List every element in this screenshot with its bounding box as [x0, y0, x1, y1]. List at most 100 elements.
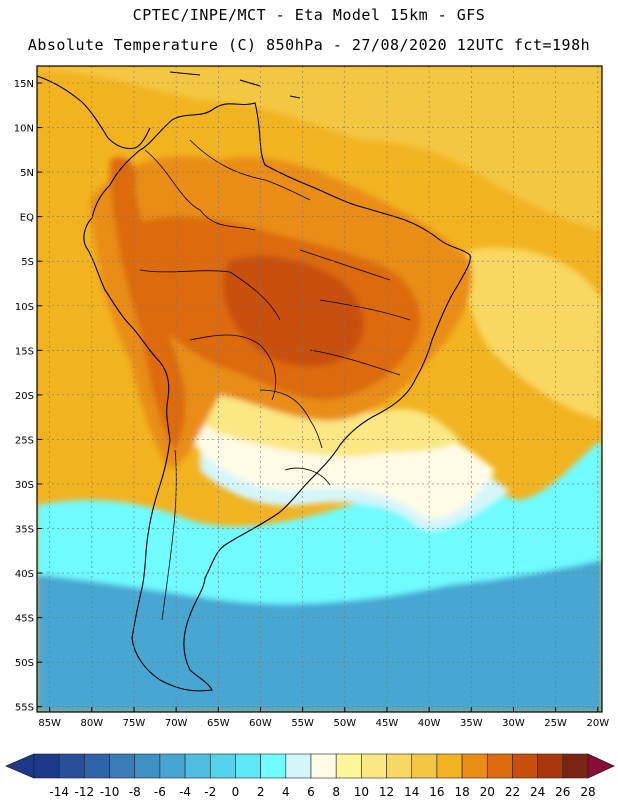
- lon-label: 50W: [333, 718, 356, 729]
- lon-label: 60W: [249, 718, 272, 729]
- lon-label: 35W: [460, 718, 483, 729]
- lon-label: 30W: [502, 718, 525, 729]
- colorbar-swatch: [537, 753, 564, 779]
- border-paraguay: [259, 389, 323, 449]
- lon-label: 25W: [544, 718, 567, 729]
- colorbar-label: -14: [49, 785, 69, 799]
- lat-label: 5N: [20, 168, 34, 179]
- border-peru-brazil: [139, 269, 281, 321]
- lon-label: 55W: [291, 718, 314, 729]
- chart-title-line2: Absolute Temperature (C) 850hPa - 27/08/…: [27, 36, 591, 54]
- colorbar-swatch: [235, 753, 261, 779]
- border-argentina-chile: [161, 449, 177, 621]
- colorbar-swatch: [386, 753, 413, 779]
- lat-label: 45S: [15, 614, 34, 625]
- country-borders: [139, 139, 411, 621]
- lat-label: 15S: [15, 346, 34, 357]
- colorbar-label: -4: [179, 785, 191, 799]
- colorbar-swatch: [411, 753, 438, 779]
- lon-label: 40W: [418, 718, 441, 729]
- land-hottest: [223, 256, 364, 367]
- colorbar-swatch: [436, 753, 463, 779]
- colorbar-swatch: [486, 753, 513, 779]
- lon-label: 85W: [38, 718, 61, 729]
- longitude-labels: 85W 80W 75W 70W 65W 60W 55W 50W 45W 40W 35W 30W 25W 2…: [38, 718, 609, 729]
- colorbar-label: 16: [429, 785, 444, 799]
- colorbar-swatch: [361, 753, 387, 779]
- colorbar-label: 14: [404, 785, 419, 799]
- colorbar-swatch: [84, 753, 110, 779]
- colorbar-label: 10: [354, 785, 369, 799]
- latitude-labels: 15N 10N 5N EQ 5S 10S 15S 20S 25S 30S 35S 40S 45S 50S 5…: [14, 79, 34, 714]
- colorbar-swatch: [461, 753, 488, 779]
- colorbar-swatch: [285, 753, 312, 779]
- colorbar-swatch: [260, 753, 287, 779]
- lon-label: 20W: [586, 718, 609, 729]
- caribbean-islands: [169, 71, 301, 99]
- colorbar-label: -12: [75, 785, 95, 799]
- lat-label: 10N: [14, 124, 34, 135]
- map-frame: [36, 65, 603, 713]
- border-colombia: [144, 149, 256, 231]
- colorbar-swatch: [310, 753, 337, 779]
- lon-label: 80W: [81, 718, 104, 729]
- lat-lon-grid: [37, 66, 602, 712]
- lon-label: 45W: [376, 718, 399, 729]
- north-band: [37, 66, 602, 230]
- border-brazil-states: [299, 249, 411, 376]
- lat-label: 55S: [15, 703, 34, 714]
- colorbar-label: 18: [454, 785, 469, 799]
- lat-label: 10S: [15, 302, 34, 313]
- lat-label: 25S: [15, 435, 34, 446]
- lat-label: 50S: [15, 658, 34, 669]
- colorbar-label: 20: [480, 785, 495, 799]
- colorbar-label: -8: [129, 785, 141, 799]
- colorbar-swatch: [58, 753, 85, 779]
- lon-label: 70W: [165, 718, 188, 729]
- lat-label: EQ: [20, 213, 34, 224]
- colorbar-swatch: [184, 753, 211, 779]
- colorbar-label: -10: [100, 785, 120, 799]
- colorbar-label: 0: [232, 785, 240, 799]
- colorbar-arrow-low: [4, 753, 35, 779]
- colorbar-swatch: [335, 753, 362, 779]
- colorbar-label: 8: [332, 785, 340, 799]
- colorbar-label: 6: [307, 785, 315, 799]
- border-venezuela: [189, 139, 311, 201]
- central-america-outline: [37, 75, 151, 150]
- lat-label: 20S: [15, 391, 34, 402]
- coastlines: [37, 71, 471, 692]
- colorbar-swatch: [209, 753, 236, 779]
- colorbar-swatch: [512, 753, 538, 779]
- colorbar-label: 26: [555, 785, 570, 799]
- colorbar-swatch: [562, 753, 589, 779]
- colorbar-label: -6: [154, 785, 166, 799]
- colorbar: -14 -12 -10 -8 -6 -4 -2 0 2 4 6 8 10 12 14 16 18 20 22 24 26…: [4, 753, 615, 799]
- colorbar-label: 12: [379, 785, 394, 799]
- colorbar-swatch: [109, 753, 136, 779]
- lat-label: 15N: [14, 79, 34, 90]
- atlantic-warm-patch: [466, 247, 602, 420]
- lat-label: 30S: [15, 480, 34, 491]
- border-bolivia: [189, 334, 277, 401]
- colorbar-label: 28: [580, 785, 595, 799]
- lat-label: 40S: [15, 569, 34, 580]
- colorbar-label: 4: [282, 785, 290, 799]
- colorbar-label: -2: [204, 785, 216, 799]
- colorbar-label: 24: [530, 785, 545, 799]
- lat-label: 5S: [21, 257, 34, 268]
- andes-hot-strip: [110, 157, 186, 450]
- colorbar-label: 2: [257, 785, 265, 799]
- colorbar-arrow-high: [587, 753, 615, 779]
- temperature-field: [37, 66, 602, 712]
- lon-label: 65W: [207, 718, 230, 729]
- colorbar-swatch: [134, 753, 161, 779]
- colorbar-swatch: [159, 753, 186, 779]
- south-america-outline: [83, 102, 471, 692]
- border-uruguay: [284, 467, 331, 486]
- colorbar-label: 22: [505, 785, 520, 799]
- lon-label: 75W: [123, 718, 146, 729]
- chart-title-line1: CPTEC/INPE/MCT - Eta Model 15km - GFS: [132, 6, 486, 24]
- lat-label: 35S: [15, 525, 34, 536]
